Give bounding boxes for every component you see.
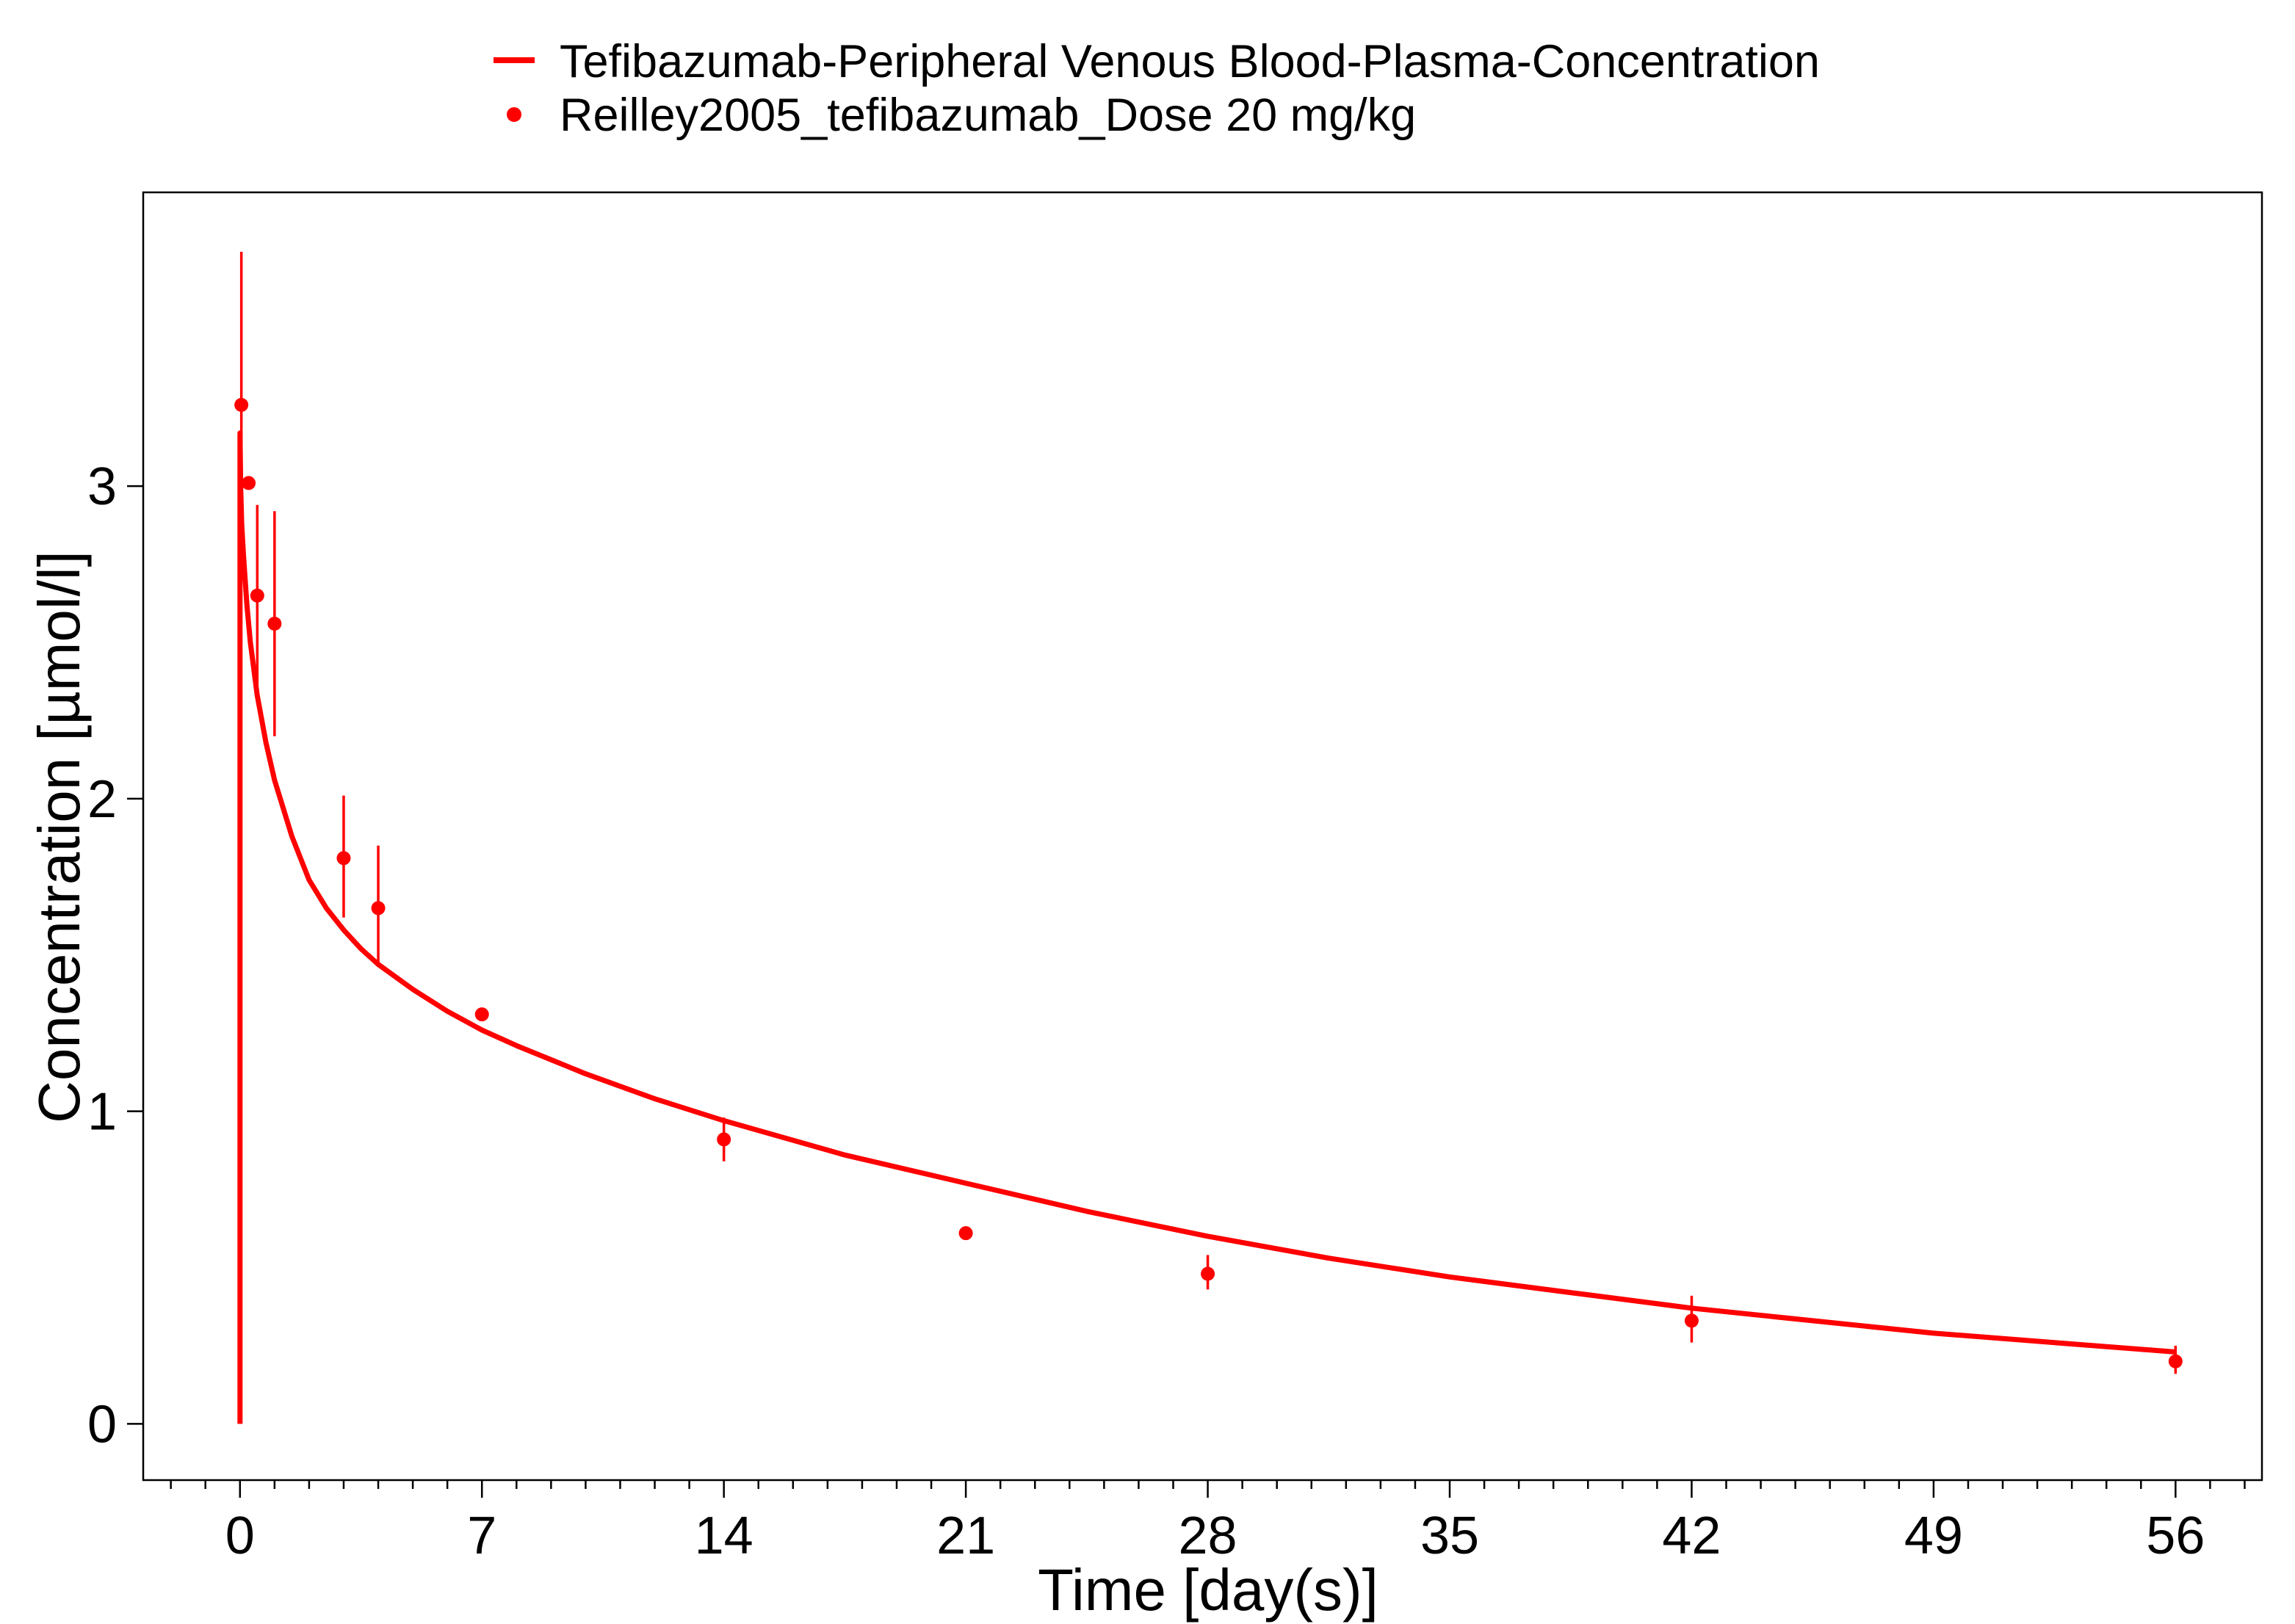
plot-panel xyxy=(142,191,2263,1482)
error-bars xyxy=(239,251,2177,1374)
data-point xyxy=(250,588,264,603)
y-tick-label: 1 xyxy=(87,1083,117,1142)
data-point xyxy=(717,1132,731,1147)
x-tick-label: 49 xyxy=(1904,1507,1963,1565)
y-axis-title: Concentration [µmol/l] xyxy=(26,551,92,1123)
x-axis-title: Time [day(s)] xyxy=(1038,1557,1378,1623)
data-point xyxy=(474,1007,489,1022)
x-axis: 0 7 14 21 28 35 42 49 56 xyxy=(170,1480,2246,1565)
data-point xyxy=(2168,1354,2183,1369)
x-tick-label: 21 xyxy=(936,1507,995,1565)
data-point xyxy=(958,1226,973,1241)
x-tick-label: 42 xyxy=(1662,1507,1721,1565)
y-tick-label: 0 xyxy=(87,1395,117,1454)
x-tick-label: 28 xyxy=(1179,1507,1237,1565)
data-point xyxy=(1684,1313,1699,1328)
y-tick-label: 2 xyxy=(87,770,117,829)
legend: Tefibazumab-Peripheral Venous Blood-Plas… xyxy=(494,36,1820,141)
data-point xyxy=(267,617,282,631)
data-point xyxy=(336,851,351,866)
data-point xyxy=(371,901,386,916)
simulation-line xyxy=(237,430,2176,1424)
y-axis: 0 1 2 3 xyxy=(87,457,143,1454)
data-point xyxy=(1201,1266,1215,1281)
legend-label-simulation: Tefibazumab-Peripheral Venous Blood-Plas… xyxy=(560,36,1820,87)
legend-label-observed: Reilley2005_tefibazumab_Dose 20 mg/kg xyxy=(560,90,1416,141)
x-tick-label: 56 xyxy=(2146,1507,2205,1565)
x-tick-label: 35 xyxy=(1420,1507,1479,1565)
x-tick-label: 14 xyxy=(695,1507,753,1565)
legend-point-swatch xyxy=(507,107,521,122)
data-point xyxy=(242,476,256,490)
x-tick-label: 7 xyxy=(467,1507,496,1565)
y-tick-label: 3 xyxy=(87,457,117,516)
x-tick-label: 0 xyxy=(225,1507,255,1565)
data-point xyxy=(234,397,249,412)
observed-points xyxy=(234,397,2183,1369)
